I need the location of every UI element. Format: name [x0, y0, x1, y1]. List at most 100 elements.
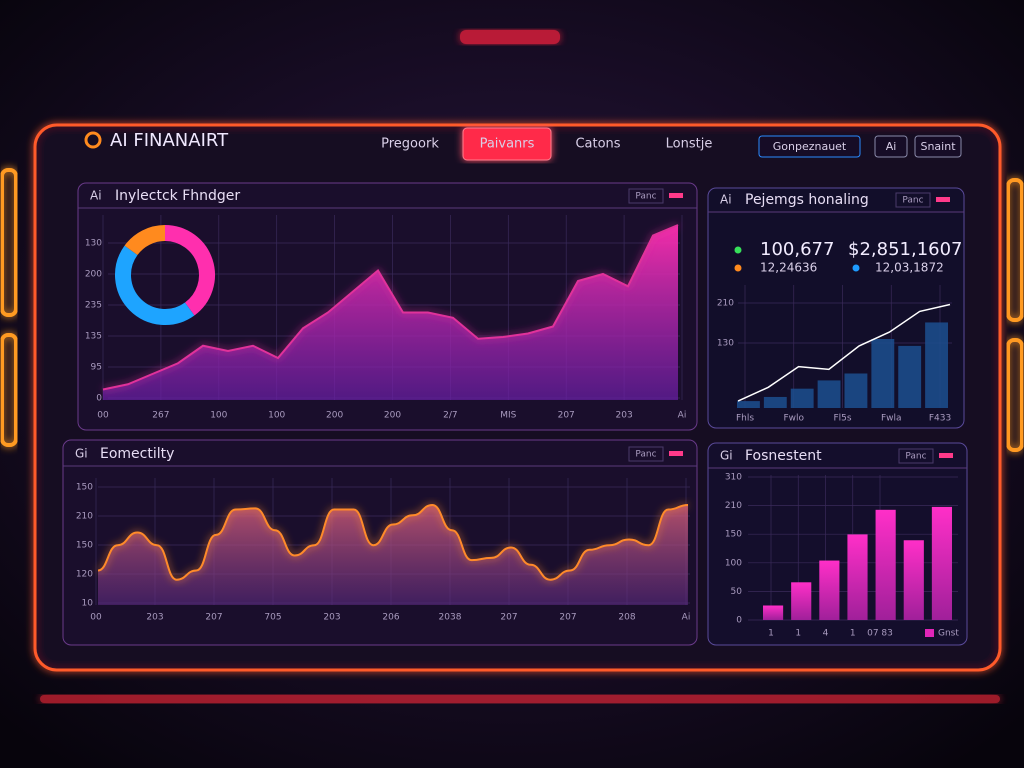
y-tick-label: 310: [725, 473, 742, 483]
x-tick-label: 207: [500, 613, 517, 623]
bar: [763, 396, 787, 408]
x-tick-label: 100: [268, 411, 285, 421]
panel-tag[interactable]: Panc: [902, 196, 923, 206]
button-label: Snaint: [920, 140, 956, 153]
x-tick-label: Fwla: [881, 414, 902, 424]
bar: [790, 388, 814, 408]
status-dot: [734, 264, 742, 272]
panel-tag[interactable]: Panc: [905, 452, 926, 462]
panel-title: Eomectilty: [100, 446, 174, 462]
status-dot: [852, 264, 860, 272]
side-light: [1006, 338, 1024, 452]
side-light: [0, 168, 18, 317]
panel-icon: Gi: [75, 447, 88, 461]
x-tick-label: 203: [146, 613, 163, 623]
tag-bar: [936, 197, 950, 202]
bar: [819, 560, 840, 620]
floor-reflection: [40, 695, 1000, 703]
bar: [763, 605, 784, 620]
x-tick-label: 208: [618, 613, 635, 623]
nav-item[interactable]: Paivanrs: [480, 137, 535, 152]
y-tick-label: 235: [85, 301, 102, 311]
bar: [875, 509, 896, 620]
y-tick-label: 130: [85, 239, 102, 249]
x-tick-label: 200: [384, 411, 401, 421]
donut-slice: [124, 225, 166, 256]
panel-icon: Ai: [90, 189, 102, 203]
bar: [844, 373, 868, 408]
y-tick-label: 130: [717, 339, 734, 349]
bar: [817, 380, 841, 408]
tag-bar: [669, 451, 683, 456]
y-tick-label: 150: [725, 530, 742, 540]
bar: [903, 540, 924, 620]
line: [97, 503, 689, 581]
button[interactable]: [874, 135, 908, 158]
bar: [898, 345, 922, 408]
nav-item[interactable]: Catons: [575, 137, 620, 152]
status-dot: [734, 246, 742, 254]
nav: Pregoork Paivanrs Catons Lonstje: [381, 127, 713, 161]
y-tick-label: 120: [76, 570, 93, 580]
stat-value: $2,851,1607: [848, 239, 963, 260]
panel-tag[interactable]: Panc: [635, 192, 656, 202]
side-light: [0, 333, 18, 447]
panel: [707, 442, 968, 646]
x-tick-label: 1: [768, 629, 774, 639]
x-tick-label: F433: [929, 414, 951, 424]
bar: [847, 534, 868, 620]
line: [102, 224, 679, 391]
nav-item[interactable]: Pregoork: [381, 137, 439, 152]
ceiling-light: [460, 30, 560, 44]
y-tick-label: 135: [85, 332, 102, 342]
x-tick-label: 200: [326, 411, 343, 421]
donut-slice: [164, 225, 215, 316]
button-label: Ai: [886, 140, 897, 153]
y-tick-label: 50: [731, 587, 743, 597]
x-tick-label: Fl5s: [833, 414, 851, 424]
y-tick-label: 210: [76, 512, 93, 522]
tag-box: [898, 448, 934, 464]
button-label: Gonpeznauet: [773, 140, 847, 153]
x-tick-label: 203: [323, 613, 340, 623]
legend-label: Gnst: [938, 629, 959, 639]
tag-box: [628, 446, 664, 462]
stat-sub: 12,03,1872: [875, 261, 944, 275]
x-tick-label: 2038: [439, 613, 462, 623]
bar: [737, 401, 760, 408]
y-tick-label: 210: [717, 299, 734, 309]
x-tick-label: 1: [795, 629, 801, 639]
y-tick-label: 0: [96, 394, 102, 404]
button[interactable]: [914, 135, 962, 158]
bar: [791, 582, 812, 620]
x-tick-label: 07 83: [867, 629, 893, 639]
stat-sub: 12,24636: [760, 261, 817, 275]
x-tick-label: Fhls: [736, 414, 754, 424]
y-tick-label: 0: [736, 616, 742, 626]
x-tick-label: MIS: [500, 411, 516, 421]
logo: [84, 131, 102, 149]
panel-tag[interactable]: Panc: [635, 450, 656, 460]
panel-icon: Gi: [720, 449, 733, 463]
x-tick-label: 207: [205, 613, 222, 623]
x-tick-label: 2/7: [443, 411, 457, 421]
x-tick-label: 00: [97, 411, 109, 421]
y-tick-label: 95: [91, 363, 102, 373]
bar: [871, 339, 895, 408]
legend-swatch: [925, 629, 934, 637]
charts: Ai Inylectck Fhndger Panc13020023513595000…: [63, 188, 967, 639]
y-tick-label: 10: [82, 599, 94, 609]
app-title: AI FINANAIRT: [110, 130, 229, 151]
nav-item[interactable]: Lonstje: [666, 137, 713, 152]
x-tick-label: 00: [90, 613, 102, 623]
button[interactable]: [758, 135, 861, 158]
x-tick-label: 705: [264, 613, 281, 623]
x-tick-label: 267: [152, 411, 169, 421]
tag-box: [628, 188, 664, 204]
area: [103, 225, 678, 400]
donut-slice: [115, 245, 195, 325]
stat-value: 100,677: [760, 239, 834, 260]
panel-title: Fosnestent: [745, 448, 822, 464]
